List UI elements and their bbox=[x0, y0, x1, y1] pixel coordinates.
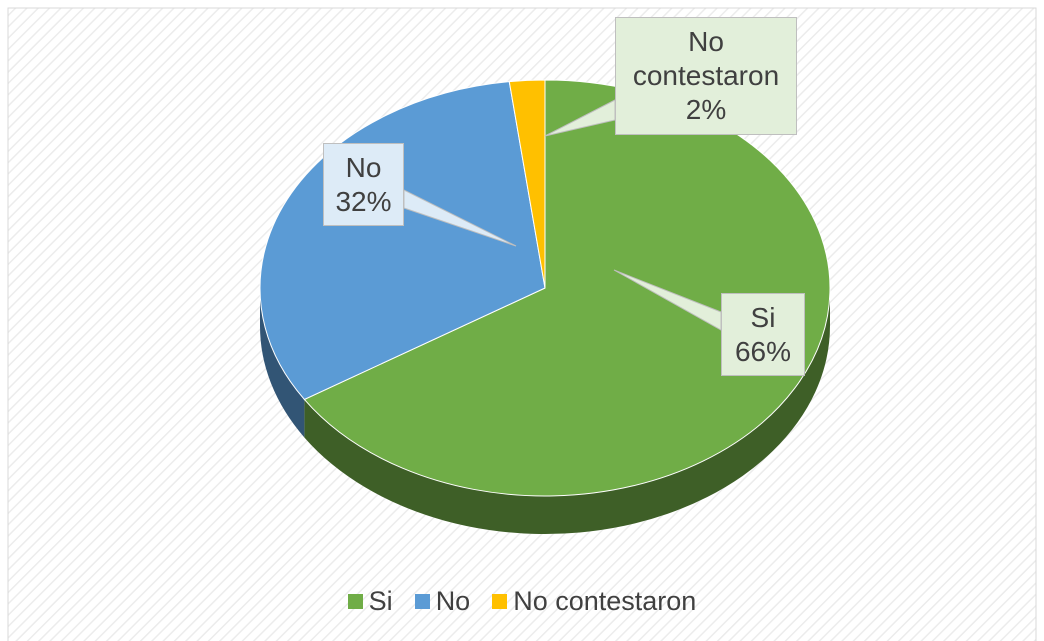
data-label-value: 32% bbox=[335, 185, 392, 217]
legend-swatch bbox=[492, 594, 508, 609]
pie-slice-side bbox=[260, 288, 305, 438]
data-label-value: 2% bbox=[685, 94, 727, 125]
data-label-name: No contestaron bbox=[632, 26, 780, 91]
legend-label: No contestaron bbox=[513, 586, 697, 616]
legend-label: Si bbox=[368, 586, 393, 616]
legend-label: No bbox=[435, 586, 471, 616]
legend-item: No bbox=[414, 586, 471, 617]
label-leader bbox=[403, 189, 517, 247]
pie-slice bbox=[508, 79, 546, 289]
legend-item: No contestaron bbox=[492, 586, 696, 617]
data-label: Si 66% bbox=[721, 293, 805, 376]
data-label-name: Si bbox=[750, 301, 776, 333]
pie-tops bbox=[259, 79, 831, 497]
data-label: No 32% bbox=[323, 143, 404, 226]
legend-swatch bbox=[414, 594, 430, 609]
legend-item: Si bbox=[347, 586, 393, 617]
pie-slice-side bbox=[304, 288, 830, 535]
data-label-value: 66% bbox=[734, 335, 792, 367]
legend: Si No No contestaron bbox=[0, 586, 1044, 617]
pie-sides bbox=[260, 288, 830, 535]
legend-swatch bbox=[347, 594, 363, 609]
data-label-name: No bbox=[345, 151, 382, 183]
data-label: No contestaron 2% bbox=[615, 17, 797, 135]
